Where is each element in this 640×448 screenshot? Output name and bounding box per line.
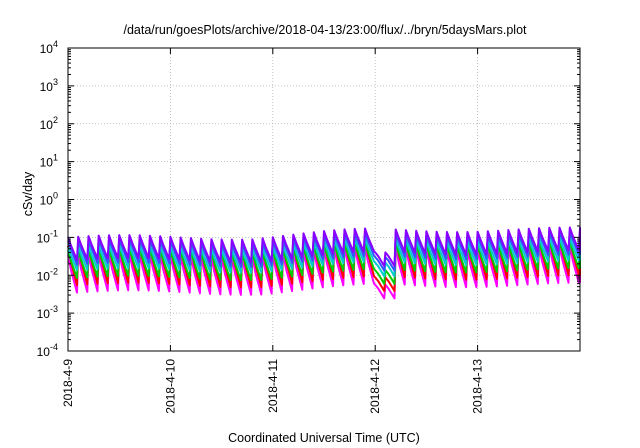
x-tick-label: 2018-4-13 bbox=[471, 359, 485, 414]
x-tick-label: 2018-4-10 bbox=[163, 359, 177, 414]
y-tick-label-base: 10 bbox=[40, 194, 54, 208]
y-tick-label: 101 bbox=[40, 153, 58, 170]
y-axis-label: cSv/day bbox=[21, 171, 35, 216]
y-tick-label-base: 10 bbox=[40, 42, 54, 56]
y-tick-label: 10-1 bbox=[37, 228, 58, 245]
y-tick-label-exponent: 0 bbox=[53, 191, 58, 201]
y-tick-label-exponent: 1 bbox=[53, 153, 58, 163]
y-tick-label-exponent: -4 bbox=[50, 342, 58, 352]
y-tick-label-exponent: 3 bbox=[53, 77, 58, 87]
y-tick-label-exponent: -3 bbox=[50, 304, 58, 314]
y-tick-label-base: 10 bbox=[37, 307, 51, 321]
y-tick-label: 100 bbox=[40, 191, 58, 208]
series-line bbox=[67, 226, 581, 267]
series-line bbox=[67, 230, 581, 272]
chart-title: /data/run/goesPlots/archive/2018-04-13/2… bbox=[123, 23, 527, 37]
y-tick-label: 104 bbox=[40, 39, 58, 56]
series-line bbox=[67, 236, 581, 278]
y-tick-label-base: 10 bbox=[40, 80, 54, 94]
y-tick-label-base: 10 bbox=[37, 231, 51, 245]
x-axis-label: Coordinated Universal Time (UTC) bbox=[228, 431, 420, 445]
y-tick-label: 10-4 bbox=[37, 342, 58, 359]
y-tick-label-exponent: -1 bbox=[50, 228, 58, 238]
y-tick-label-base: 10 bbox=[40, 156, 54, 170]
y-tick-label: 102 bbox=[40, 115, 58, 132]
series-line bbox=[67, 239, 581, 285]
y-tick-label-base: 10 bbox=[37, 269, 51, 283]
series-group bbox=[67, 226, 581, 300]
x-tick-label: 2018-4-9 bbox=[61, 359, 75, 407]
x-tick-label: 2018-4-12 bbox=[368, 359, 382, 414]
y-tick-label: 10-2 bbox=[37, 266, 58, 283]
x-tick-label: 2018-4-11 bbox=[266, 359, 280, 413]
y-tick-label-base: 10 bbox=[37, 345, 51, 359]
y-tick-label: 103 bbox=[40, 77, 58, 94]
y-tick-label: 10-3 bbox=[37, 304, 58, 321]
y-tick-label-base: 10 bbox=[40, 118, 54, 132]
y-tick-label-exponent: 4 bbox=[53, 39, 58, 49]
y-tick-label-exponent: 2 bbox=[53, 115, 58, 125]
series-line bbox=[67, 243, 581, 300]
grid bbox=[68, 48, 580, 351]
y-tick-label-exponent: -2 bbox=[50, 266, 58, 276]
